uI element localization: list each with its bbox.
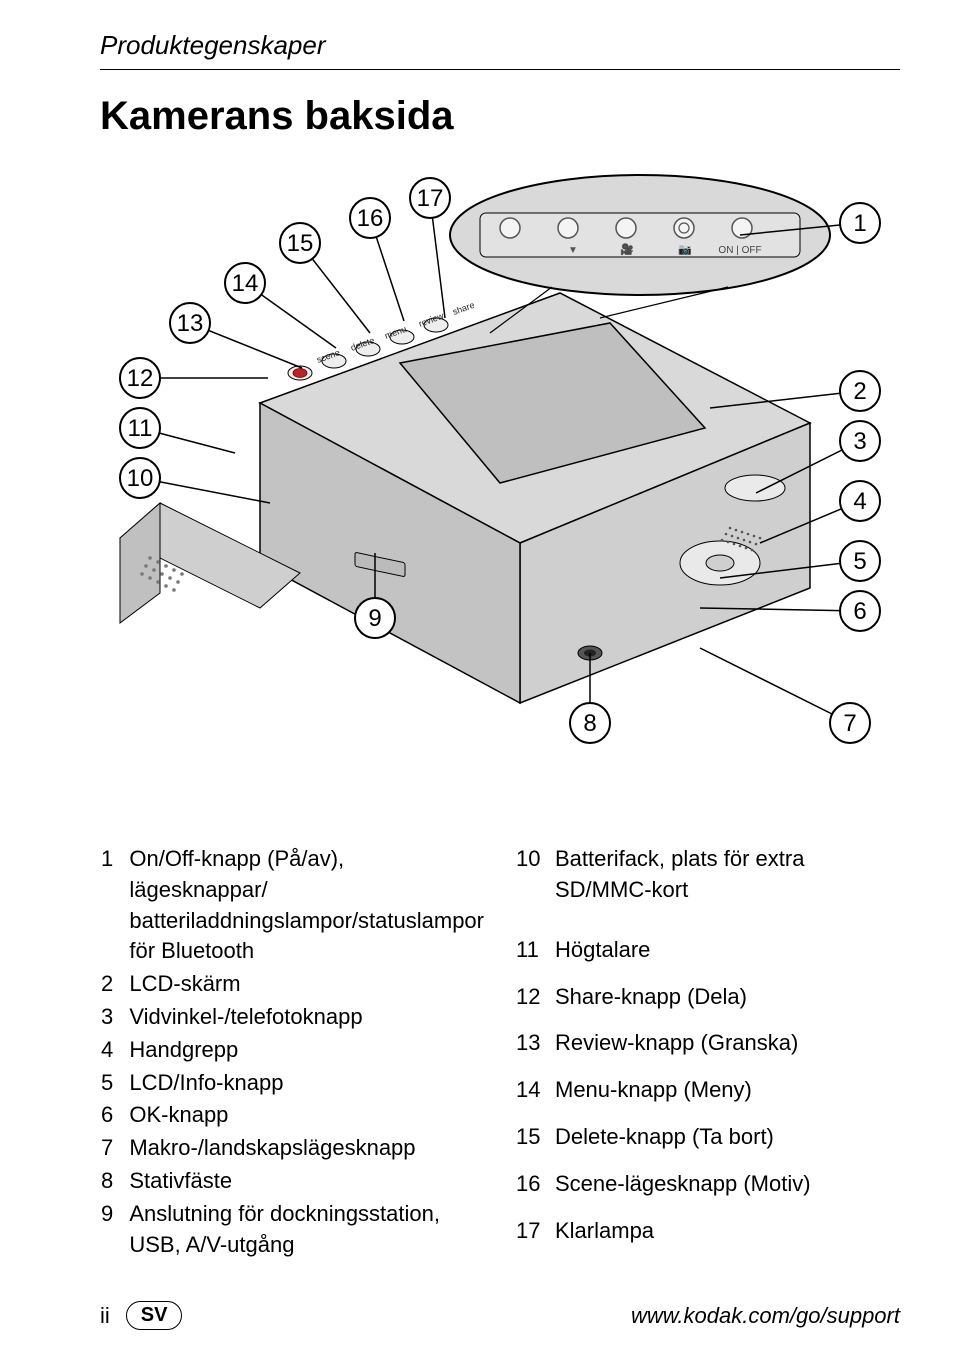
section-label: Produktegenskaper xyxy=(100,30,900,61)
legend-desc: LCD-skärm xyxy=(128,968,485,1001)
svg-text:share: share xyxy=(451,300,476,317)
legend-num: 5 xyxy=(100,1067,128,1100)
legend-desc: Makro-/landskapslägesknapp xyxy=(128,1132,485,1165)
callout-number: 10 xyxy=(127,465,154,492)
legend-desc: Menu-knapp (Meny) xyxy=(554,1074,900,1121)
legend-num: 9 xyxy=(100,1198,128,1262)
legend-row: 14Menu-knapp (Meny) xyxy=(515,1074,900,1121)
legend-desc: Review-knapp (Granska) xyxy=(554,1027,900,1074)
svg-text:🎥: 🎥 xyxy=(620,243,634,256)
divider xyxy=(100,69,900,70)
legend-desc: Delete-knapp (Ta bort) xyxy=(554,1121,900,1168)
callout-number: 11 xyxy=(128,415,153,442)
legend-row: 13Review-knapp (Granska) xyxy=(515,1027,900,1074)
legend-row: 11Högtalare xyxy=(515,934,900,981)
callout-number: 1 xyxy=(853,210,866,237)
legend-num: 14 xyxy=(515,1074,554,1121)
callout-number: 6 xyxy=(853,598,866,625)
legend-desc: Anslutning för dockningsstation, USB, A/… xyxy=(128,1198,485,1262)
legend-num: 11 xyxy=(515,934,554,981)
legend-desc: On/Off-knapp (På/av), lägesknappar/ batt… xyxy=(128,843,485,968)
legend-row: 16Scene-lägesknapp (Motiv) xyxy=(515,1168,900,1215)
callout-number: 17 xyxy=(417,185,444,212)
legend-num: 7 xyxy=(100,1132,128,1165)
legend-row: 3Vidvinkel-/telefotoknapp xyxy=(100,1001,485,1034)
callout-number: 12 xyxy=(127,365,154,392)
svg-text:📷: 📷 xyxy=(678,244,692,256)
callout-number: 2 xyxy=(853,378,866,405)
legend-row: 17Klarlampa xyxy=(515,1215,900,1262)
legend-num: 4 xyxy=(100,1034,128,1067)
callout-number: 5 xyxy=(853,548,866,575)
legend-num: 2 xyxy=(100,968,128,1001)
legend-desc: Klarlampa xyxy=(554,1215,900,1262)
legend-desc: LCD/Info-knapp xyxy=(128,1067,485,1100)
legend-num: 15 xyxy=(515,1121,554,1168)
callout-number: 9 xyxy=(368,605,381,632)
legend-row: 7Makro-/landskapslägesknapp xyxy=(100,1132,485,1165)
legend-row: 8Stativfäste xyxy=(100,1165,485,1198)
callout-number: 4 xyxy=(853,488,866,515)
legend-row: 12Share-knapp (Dela) xyxy=(515,981,900,1028)
legend-num: 13 xyxy=(515,1027,554,1074)
callout-number: 13 xyxy=(177,310,204,337)
legend-row: 4Handgrepp xyxy=(100,1034,485,1067)
legend-desc: Högtalare xyxy=(554,934,900,981)
legend-desc: Vidvinkel-/telefotoknapp xyxy=(128,1001,485,1034)
callout-number: 3 xyxy=(853,428,866,455)
legend-num: 12 xyxy=(515,981,554,1028)
legend-tables: 1On/Off-knapp (På/av), lägesknappar/ bat… xyxy=(100,843,900,1261)
callout-number: 16 xyxy=(357,205,384,232)
legend-row: 2LCD-skärm xyxy=(100,968,485,1001)
legend-num: 1 xyxy=(100,843,128,968)
page-title: Kamerans baksida xyxy=(100,94,900,139)
legend-num: 6 xyxy=(100,1099,128,1132)
legend-desc: OK-knapp xyxy=(128,1099,485,1132)
callout-number: 7 xyxy=(843,710,856,737)
legend-row: 15Delete-knapp (Ta bort) xyxy=(515,1121,900,1168)
legend-num: 17 xyxy=(515,1215,554,1262)
legend-row: 5LCD/Info-knapp xyxy=(100,1067,485,1100)
legend-row: 10Batterifack, plats för extra SD/MMC-ko… xyxy=(515,843,900,934)
callout-number: 8 xyxy=(583,710,596,737)
legend-desc: Scene-lägesknapp (Motiv) xyxy=(554,1168,900,1215)
legend-left: 1On/Off-knapp (På/av), lägesknappar/ bat… xyxy=(100,843,485,1261)
page-footer: ii SV www.kodak.com/go/support xyxy=(100,1301,900,1330)
svg-text:ON | OFF: ON | OFF xyxy=(718,245,761,256)
legend-num: 16 xyxy=(515,1168,554,1215)
legend-num: 8 xyxy=(100,1165,128,1198)
legend-desc: Batterifack, plats för extra SD/MMC-kort xyxy=(554,843,900,934)
support-url: www.kodak.com/go/support xyxy=(631,1303,900,1329)
callout-number: 15 xyxy=(287,230,314,257)
legend-row: 6OK-knapp xyxy=(100,1099,485,1132)
svg-text:▼: ▼ xyxy=(568,245,578,256)
legend-desc: Stativfäste xyxy=(128,1165,485,1198)
legend-num: 10 xyxy=(515,843,554,934)
page-number: ii xyxy=(100,1303,110,1329)
camera-diagram: scenedeletemenureviewshareON | OFF▼🎥📷123… xyxy=(100,163,900,823)
legend-row: 9Anslutning för dockningsstation, USB, A… xyxy=(100,1198,485,1262)
legend-desc: Handgrepp xyxy=(128,1034,485,1067)
legend-num: 3 xyxy=(100,1001,128,1034)
legend-row: 1On/Off-knapp (På/av), lägesknappar/ bat… xyxy=(100,843,485,968)
callout-number: 14 xyxy=(232,270,259,297)
legend-desc: Share-knapp (Dela) xyxy=(554,981,900,1028)
language-badge: SV xyxy=(126,1301,183,1330)
legend-right: 10Batterifack, plats för extra SD/MMC-ko… xyxy=(515,843,900,1261)
